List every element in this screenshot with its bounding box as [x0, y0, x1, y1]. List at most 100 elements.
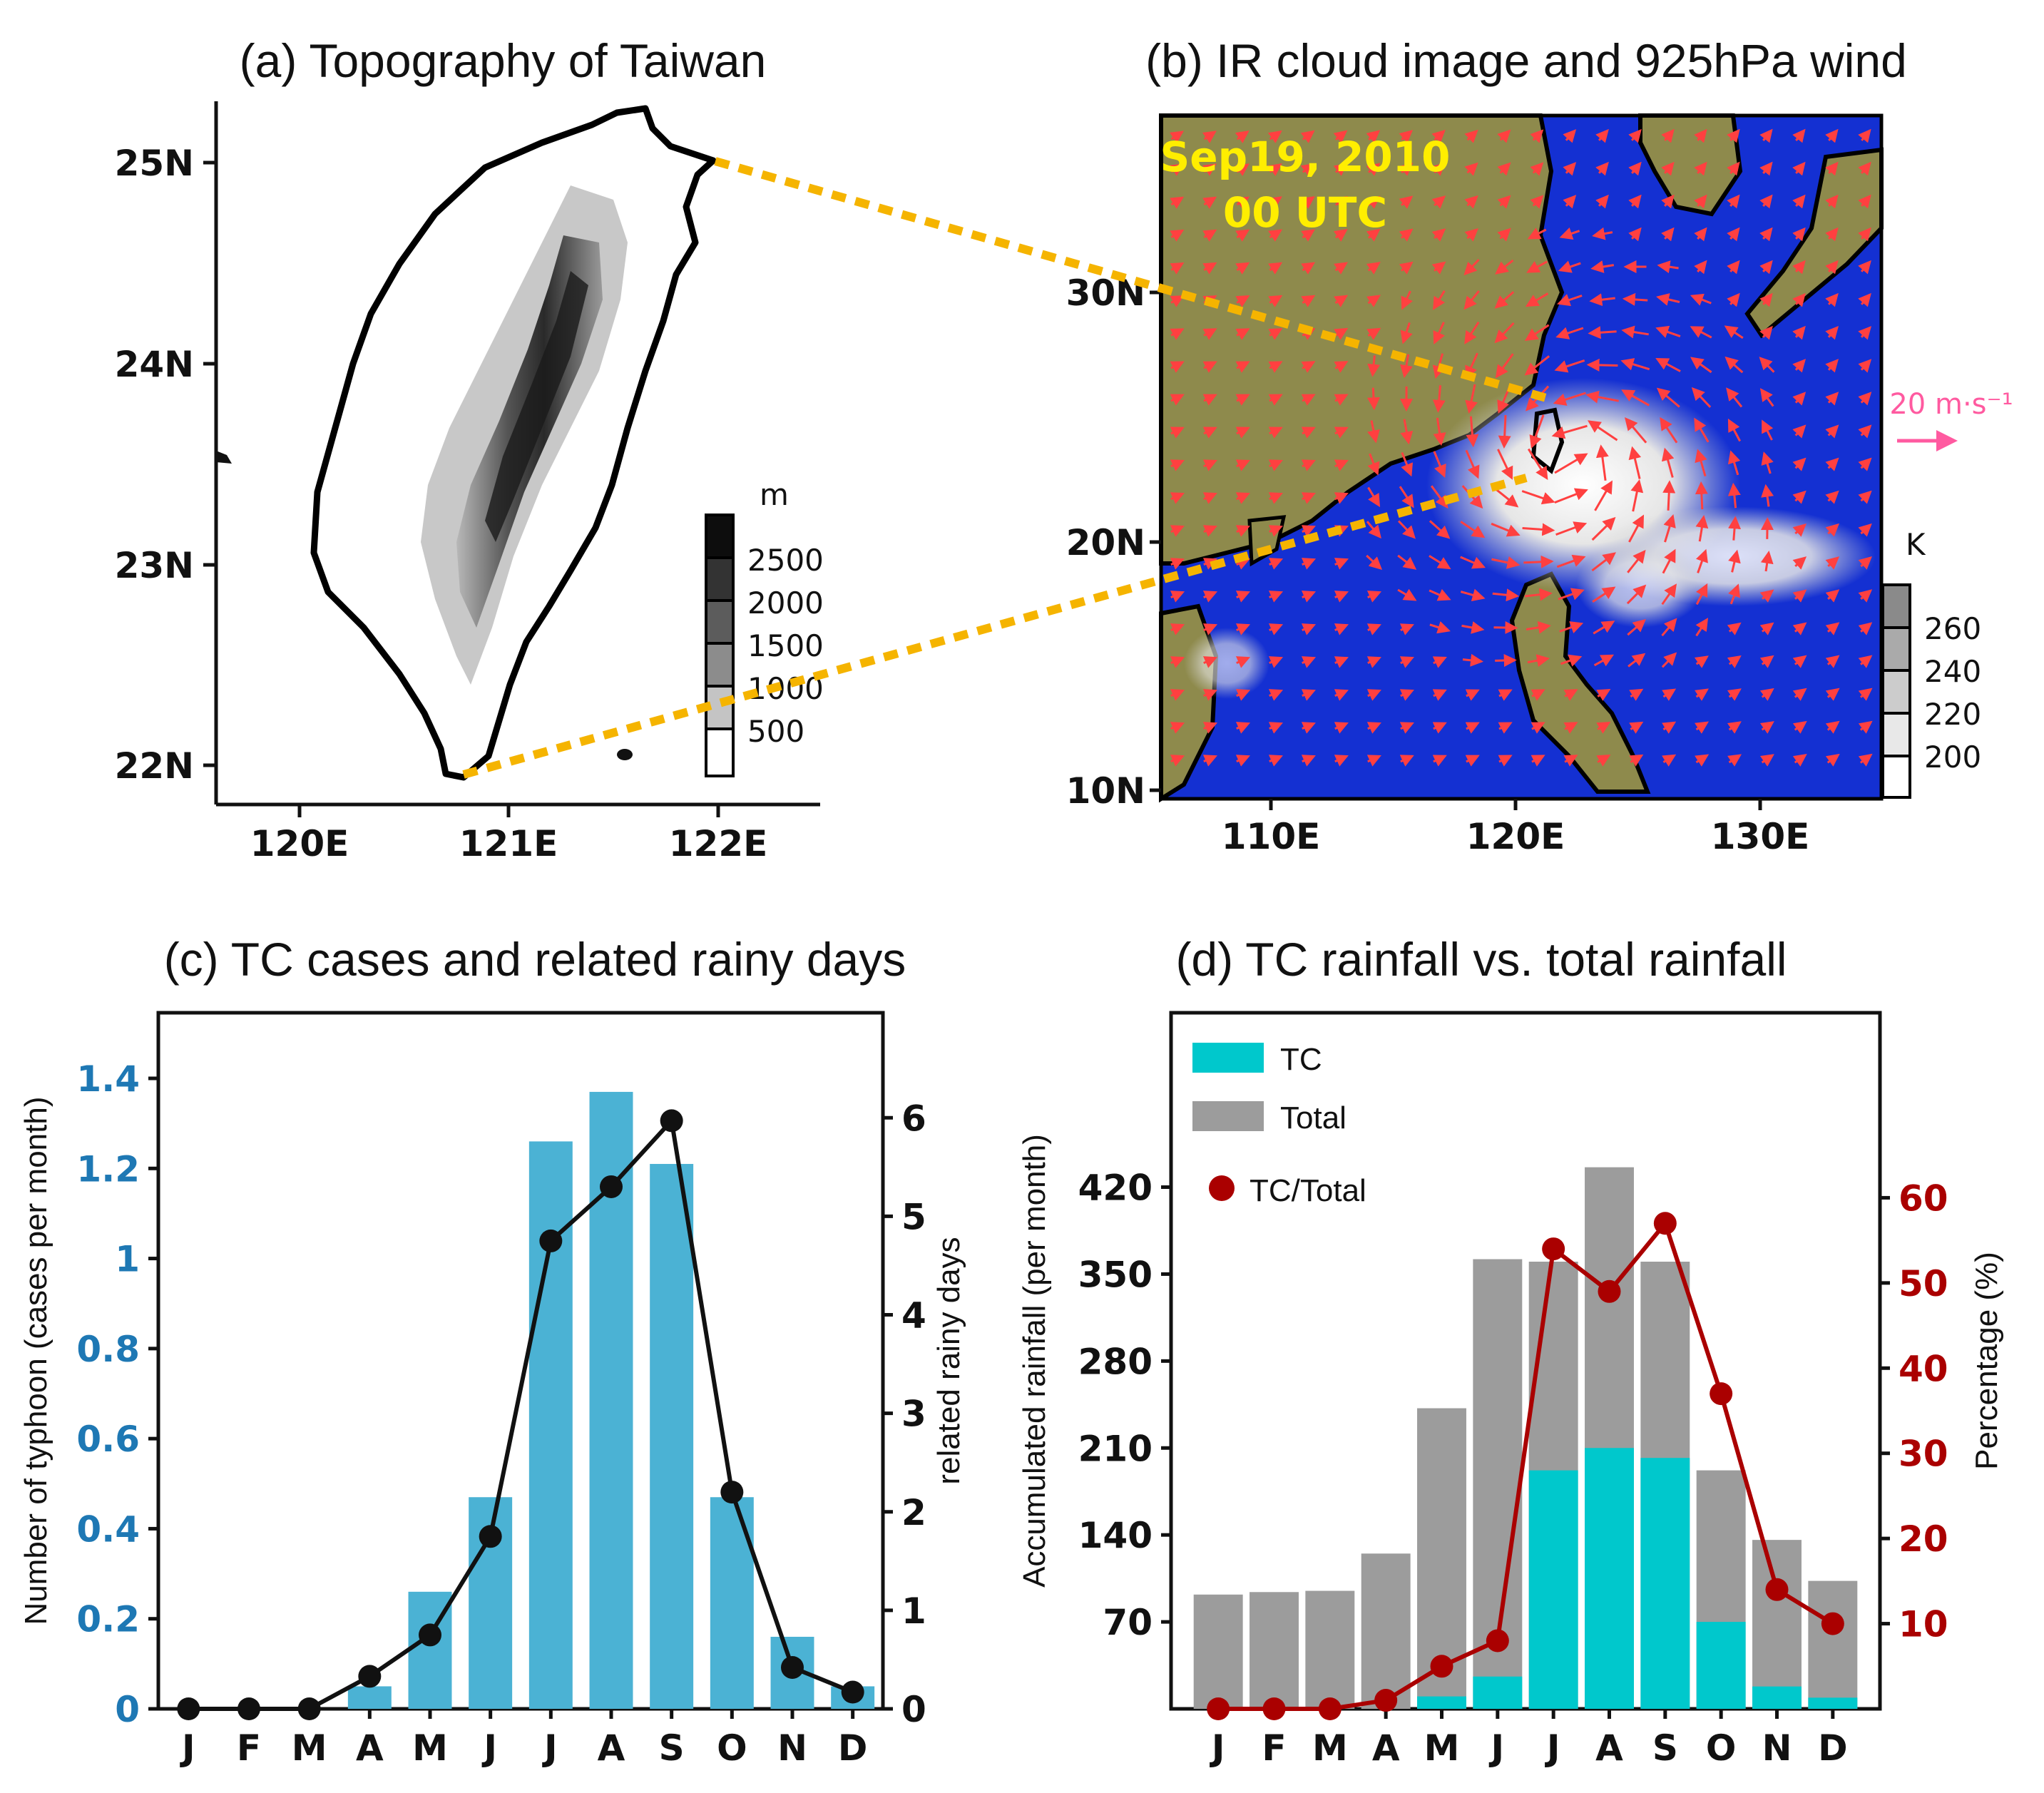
wind-arrow	[1627, 549, 1646, 573]
wind-arrow	[1202, 131, 1217, 143]
wind-arrow	[1170, 623, 1185, 635]
y-tick-label-left: 0.2	[76, 1599, 140, 1640]
wind-arrow	[1590, 260, 1615, 273]
wind-arrow	[1367, 420, 1380, 444]
wind-arrow	[1726, 387, 1743, 408]
wind-arrow	[1759, 128, 1773, 143]
wind-arrow	[1268, 459, 1283, 471]
wind-arrow	[1563, 162, 1577, 176]
wind-arrow	[1591, 516, 1616, 541]
temperature-level-220: 220	[1924, 697, 1981, 732]
chart-c-frame	[156, 1011, 885, 1711]
wind-arrow	[1301, 295, 1316, 307]
legend-label-tc: TC	[1280, 1042, 1322, 1077]
wind-arrow	[1301, 755, 1316, 767]
wind-arrow	[1170, 558, 1185, 570]
wind-arrow	[1662, 688, 1677, 701]
series-point	[1821, 1612, 1844, 1635]
wind-arrow	[1366, 228, 1381, 242]
wind-arrow	[1694, 260, 1707, 275]
wind-arrow	[1333, 195, 1348, 209]
x-tick-label: M	[412, 1727, 448, 1769]
wind-arrow	[1494, 322, 1515, 344]
panel-c-chart: (c) TC cases and related rainy days 0 0.2…	[19, 933, 966, 1769]
wind-arrow	[1559, 227, 1580, 240]
wind-arrow	[1522, 523, 1555, 536]
wind-arrow	[1526, 260, 1548, 273]
wind-arrow	[1727, 655, 1742, 668]
wind-arrow	[1858, 523, 1872, 537]
wind-arrow	[1695, 688, 1709, 701]
y-tick-label-right: 1	[901, 1590, 926, 1632]
wind-arrow	[1268, 591, 1284, 603]
chart-d-legend: TC Total TC/Total	[1192, 1042, 1366, 1208]
wind-arrow	[1366, 130, 1381, 143]
wind-arrow	[1592, 586, 1616, 603]
wind-arrow	[1695, 481, 1708, 510]
wind-arrow	[1624, 417, 1647, 444]
wind-arrow	[1268, 722, 1283, 734]
x-tick-label: J	[180, 1727, 195, 1769]
wind-arrow	[1366, 722, 1381, 734]
wind-arrow	[1593, 620, 1615, 635]
wind-arrow	[1465, 722, 1480, 734]
lat-label-22n: 22N	[115, 745, 194, 787]
wind-arrow	[1727, 450, 1741, 476]
wind-arrow	[1399, 486, 1414, 509]
elevation-level-500: 500	[747, 714, 804, 749]
series-point	[1542, 1237, 1565, 1261]
wind-arrow	[1792, 260, 1806, 275]
wind-arrow	[1431, 129, 1446, 143]
wind-arrow	[1461, 621, 1485, 634]
wind-arrow	[1464, 129, 1478, 143]
wind-arrow	[1792, 556, 1807, 570]
wind-arrow	[1465, 689, 1480, 701]
lat-label-10n: 10N	[1066, 770, 1145, 812]
wind-arrow	[1267, 130, 1282, 143]
wind-arrow	[1656, 387, 1680, 408]
wind-arrow	[1498, 689, 1513, 701]
bar-tc	[1752, 1686, 1802, 1709]
wind-arrow	[1432, 656, 1447, 668]
y-tick-label-left: 1.2	[76, 1148, 140, 1190]
y-tick-label-right: 2	[901, 1492, 926, 1533]
chart-d-ylabel-right: Percentage (%)	[1969, 1252, 2004, 1470]
wind-arrow	[1661, 447, 1675, 478]
wind-arrow	[1521, 490, 1555, 505]
wind-arrow	[1661, 161, 1675, 176]
wind-arrow	[1268, 623, 1284, 635]
y-tick-label-right: 10	[1899, 1604, 1948, 1645]
wind-arrow	[1551, 424, 1588, 439]
wind-arrow	[1432, 755, 1447, 767]
x-tick-label: J	[1489, 1727, 1505, 1769]
wind-arrow	[1792, 227, 1806, 242]
temperature-level-200: 200	[1924, 740, 1981, 775]
x-tick-label: F	[237, 1727, 261, 1769]
y-tick-label-left: 0.8	[76, 1329, 140, 1370]
y-tick-label-left: 420	[1078, 1168, 1153, 1209]
wind-arrow	[1759, 754, 1774, 767]
wind-arrow	[1235, 459, 1250, 471]
wind-arrow	[1629, 688, 1644, 701]
wind-arrow	[1596, 689, 1611, 701]
wind-arrow	[1629, 721, 1644, 734]
wind-arrow	[1367, 453, 1380, 476]
wind-arrow	[1695, 514, 1709, 542]
wind-arrow	[1694, 128, 1707, 143]
wind-arrow	[1691, 387, 1712, 408]
wind-arrow	[1432, 722, 1447, 734]
wind-arrow	[1366, 521, 1381, 539]
wind-arrow	[1202, 689, 1218, 701]
wind-arrow	[1727, 754, 1742, 767]
bar-tc	[1528, 1470, 1578, 1709]
wind-arrow	[1334, 327, 1349, 340]
wind-arrow	[1366, 554, 1383, 571]
wind-arrow	[1464, 162, 1478, 176]
wind-arrow	[1334, 459, 1349, 471]
wind-arrow	[1555, 521, 1588, 536]
y-tick-label-right: 50	[1899, 1263, 1948, 1304]
x-tick-label: O	[717, 1727, 747, 1769]
wind-arrow	[1334, 755, 1349, 767]
wind-arrow	[1628, 161, 1642, 176]
series-point	[358, 1665, 382, 1688]
